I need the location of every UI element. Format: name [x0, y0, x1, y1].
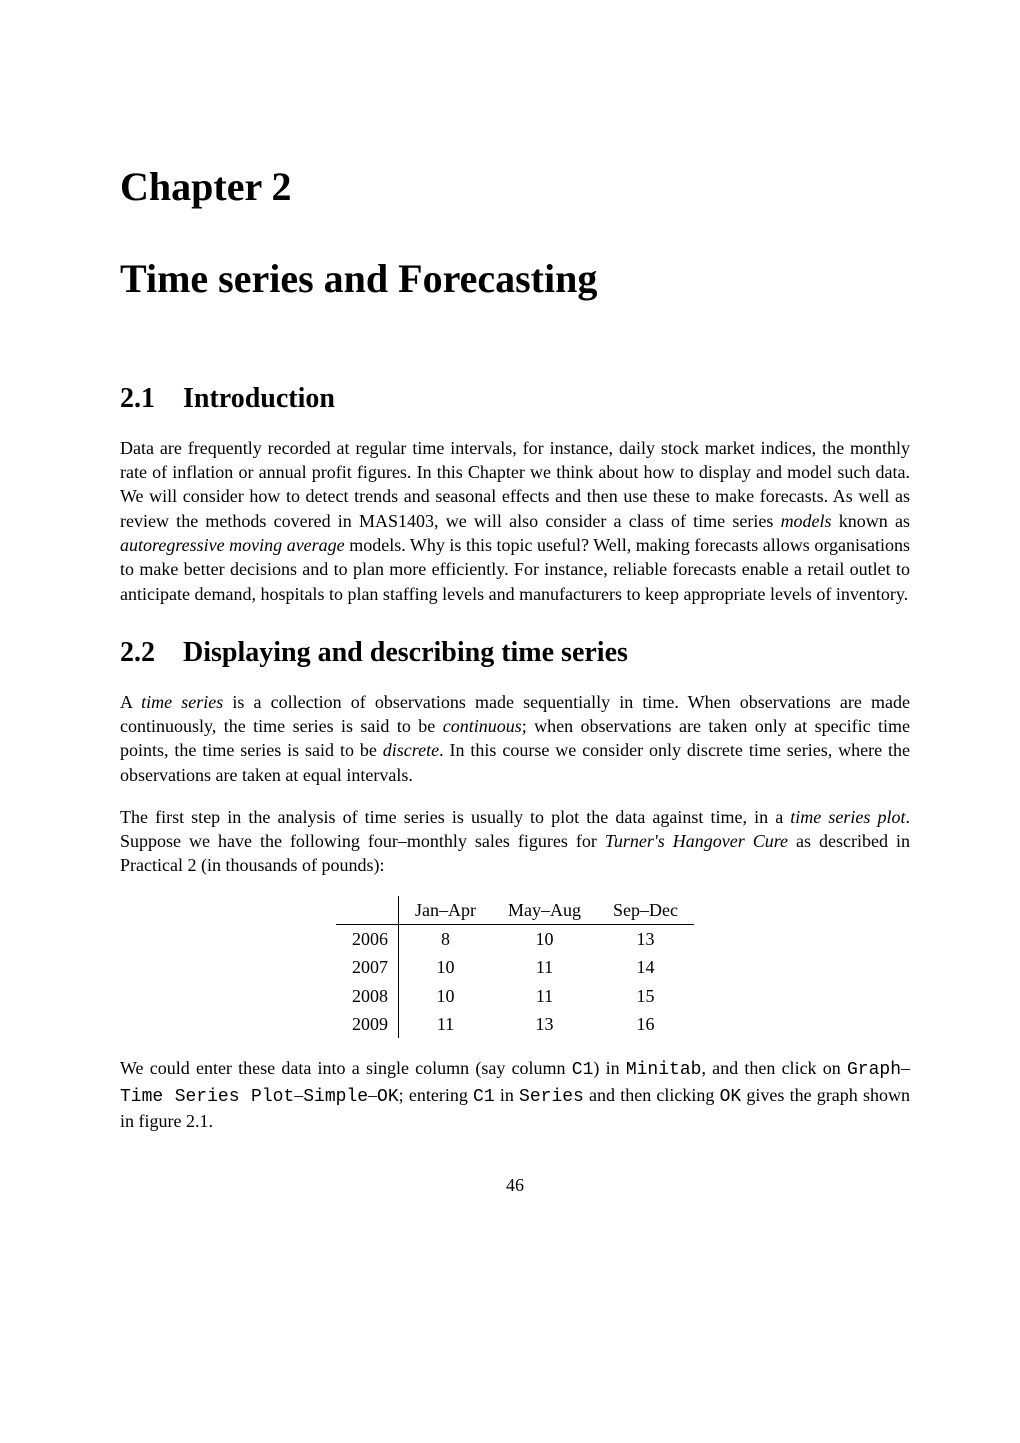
code-ok: OK	[720, 1087, 742, 1107]
italic-models: models	[781, 511, 832, 531]
italic-discrete: discrete	[383, 740, 439, 760]
code-c1: C1	[473, 1087, 495, 1107]
code-series: Series	[519, 1087, 584, 1107]
text-run: The first step in the analysis of time s…	[120, 807, 790, 827]
table-cell: 8	[399, 925, 493, 954]
section-heading-2-1: 2.1 Introduction	[120, 380, 910, 418]
text-run: and then clicking	[584, 1085, 720, 1105]
text-run: A	[120, 692, 141, 712]
table-row-year: 2006	[336, 925, 399, 954]
text-run: known as	[832, 511, 910, 531]
section-2-2-para-1: A time series is a collection of observa…	[120, 690, 910, 787]
section-heading-2-2: 2.2 Displaying and describing time series	[120, 634, 910, 672]
section-2-2-para-3: We could enter these data into a single …	[120, 1056, 910, 1133]
text-run: , and then click on	[701, 1058, 847, 1078]
section-2-2-para-2: The first step in the analysis of time s…	[120, 805, 910, 878]
table-cell: 13	[597, 925, 694, 954]
section-number: 2.2	[120, 634, 155, 672]
italic-continuous: continuous	[443, 716, 522, 736]
table-col-header: Sep–Dec	[597, 896, 694, 925]
table-cell: 16	[597, 1010, 694, 1038]
section-number: 2.1	[120, 380, 155, 418]
code-c1: C1	[572, 1060, 594, 1080]
chapter-title: Time series and Forecasting	[120, 252, 910, 306]
table-corner-cell	[336, 896, 399, 925]
table-cell: 10	[399, 953, 493, 981]
italic-turners-hangover-cure: Turner's Hangover Cure	[605, 831, 788, 851]
table-row-year: 2009	[336, 1010, 399, 1038]
table-col-header: May–Aug	[492, 896, 597, 925]
page: Chapter 2 Time series and Forecasting 2.…	[0, 0, 1020, 1257]
table-row: 2009 11 13 16	[336, 1010, 694, 1038]
italic-time-series-plot: time series plot	[790, 807, 905, 827]
code-minitab: Minitab	[626, 1060, 702, 1080]
table-row: 2006 8 10 13	[336, 925, 694, 954]
table-cell: 15	[597, 982, 694, 1010]
table-header-row: Jan–Apr May–Aug Sep–Dec	[336, 896, 694, 925]
table-cell: 11	[399, 1010, 493, 1038]
text-run: –	[368, 1085, 377, 1105]
text-run: in	[495, 1085, 519, 1105]
page-number: 46	[120, 1173, 910, 1197]
italic-time-series: time series	[141, 692, 223, 712]
section-title: Introduction	[183, 383, 335, 414]
table-cell: 14	[597, 953, 694, 981]
table-cell: 13	[492, 1010, 597, 1038]
code-ok: OK	[377, 1087, 399, 1107]
section-title: Displaying and describing time series	[183, 637, 628, 668]
text-run: ) in	[593, 1058, 625, 1078]
text-run: –	[294, 1085, 303, 1105]
table-row-year: 2008	[336, 982, 399, 1010]
table-cell: 11	[492, 953, 597, 981]
text-run: We could enter these data into a single …	[120, 1058, 572, 1078]
code-graph: Graph	[847, 1060, 901, 1080]
table-row-year: 2007	[336, 953, 399, 981]
table-row: 2008 10 11 15	[336, 982, 694, 1010]
table-cell: 10	[492, 925, 597, 954]
section-2-1-para-1: Data are frequently recorded at regular …	[120, 436, 910, 606]
table-row: 2007 10 11 14	[336, 953, 694, 981]
table-cell: 11	[492, 982, 597, 1010]
sales-table: Jan–Apr May–Aug Sep–Dec 2006 8 10 13 200…	[336, 896, 694, 1038]
text-run: ; entering	[399, 1085, 473, 1105]
code-time-series-plot: Time Series Plot	[120, 1087, 294, 1107]
chapter-label: Chapter 2	[120, 160, 910, 214]
table-cell: 10	[399, 982, 493, 1010]
table-col-header: Jan–Apr	[399, 896, 493, 925]
italic-autoregressive: autoregressive moving average	[120, 535, 345, 555]
code-simple: Simple	[303, 1087, 368, 1107]
text-run: –	[901, 1058, 910, 1078]
